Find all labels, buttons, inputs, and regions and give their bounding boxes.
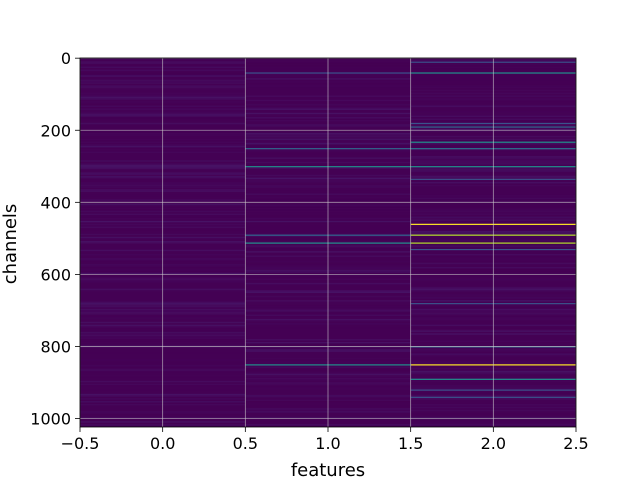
y-tick-label: 600 [40,265,71,284]
y-axis-label: channels [0,204,21,285]
x-tick-label: −0.5 [61,434,100,453]
x-tick-label: 0.0 [150,434,175,453]
x-axis-label: features [291,460,365,480]
y-tick-label: 0 [61,49,71,68]
x-tick-label: 1.5 [398,434,423,453]
x-tick-label: 2.5 [563,434,588,453]
x-tick-label: 2.0 [481,434,506,453]
axes: −0.5 0.0 0.5 1.0 1.5 2.0 2.5 0 200 400 600 800 1000 [30,49,588,453]
y-tick-label: 200 [40,121,71,140]
x-tick-label: 0.5 [233,434,258,453]
y-tick-label: 1000 [30,410,71,429]
y-tick-label: 400 [40,193,71,212]
y-tick-label: 800 [40,337,71,356]
x-tick-label: 1.0 [315,434,340,453]
